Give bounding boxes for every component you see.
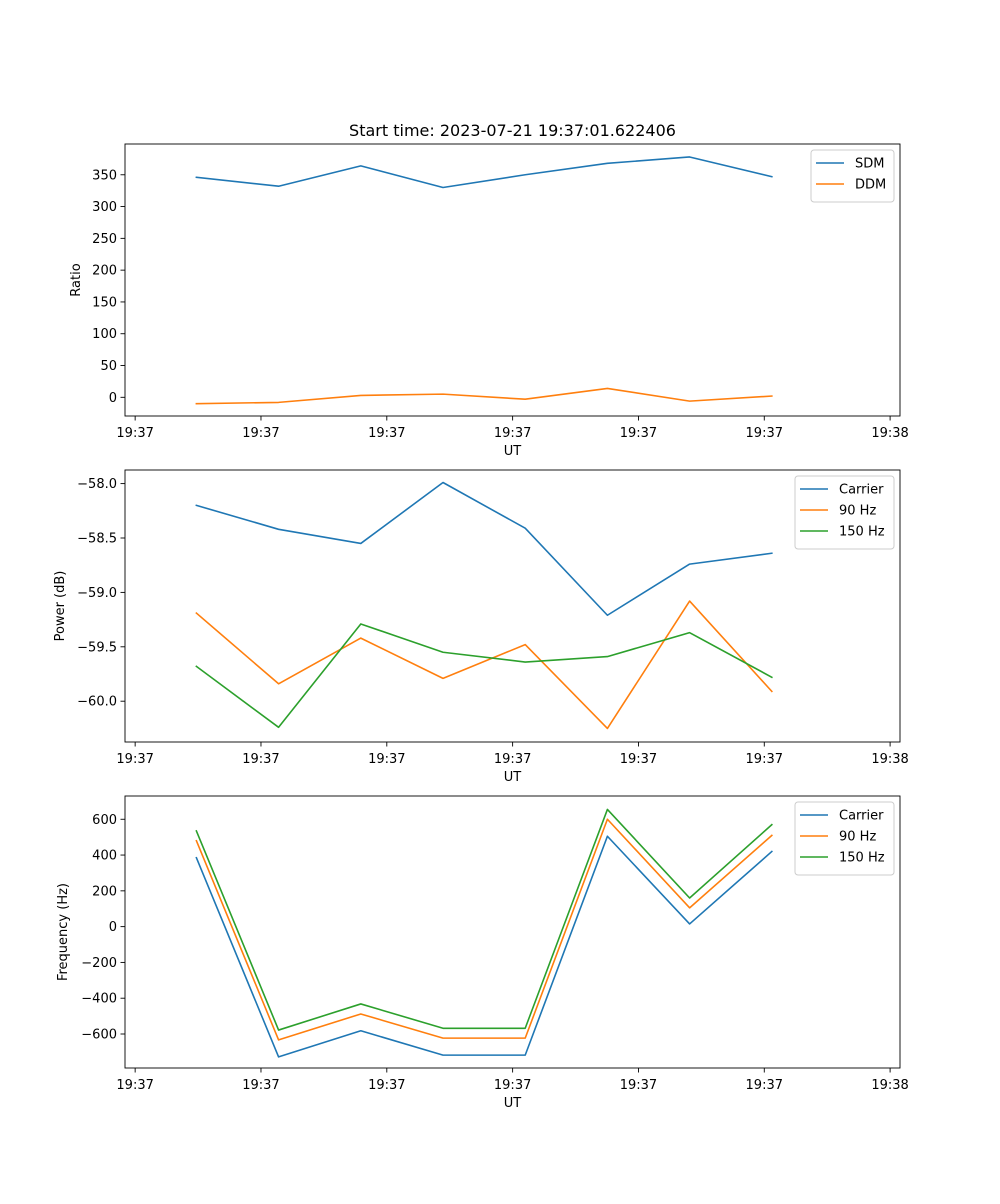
x-tick-label: 19:37 <box>242 426 279 441</box>
x-tick-label: 19:37 <box>746 1078 783 1093</box>
x-tick-label: 19:38 <box>871 1078 908 1093</box>
chart-title: Start time: 2023-07-21 19:37:01.622406 <box>349 121 676 140</box>
series-line-90-hz <box>195 818 773 1041</box>
y-axis-label: Power (dB) <box>53 571 68 642</box>
y-tick-label: −59.5 <box>77 640 117 655</box>
subplot-1: 19:37 19:37 19:37 19:37 19:37 19:37 19:38 0 50 10… <box>69 121 909 459</box>
x-axis-label: UT <box>504 1096 522 1111</box>
axes-frame <box>124 143 901 417</box>
y-tick-label: −58.0 <box>77 477 117 492</box>
x-tick-label: 19:37 <box>368 752 405 767</box>
x-tick-label: 19:37 <box>494 752 531 767</box>
x-axis-label: UT <box>504 770 522 785</box>
x-tick-label: 19:37 <box>620 426 657 441</box>
y-tick-label: 600 <box>92 813 117 828</box>
x-tick-label: 19:37 <box>746 752 783 767</box>
y-tick-label: −200 <box>81 956 117 971</box>
y-tick-label: −400 <box>81 992 117 1007</box>
series-line-carrier <box>195 481 773 617</box>
y-tick-label: 200 <box>92 264 117 279</box>
y-tick-label: −59.0 <box>77 586 117 601</box>
legend-label: 150 Hz <box>839 525 885 540</box>
x-tick-label: 19:37 <box>620 752 657 767</box>
legend: Carrier 90 Hz 150 Hz <box>794 801 895 876</box>
series-line-150-hz <box>195 623 773 729</box>
x-tick-label: 19:38 <box>871 426 908 441</box>
x-tick-label: 19:37 <box>746 426 783 441</box>
x-tick-label: 19:37 <box>368 426 405 441</box>
series-line-150-hz <box>195 808 773 1031</box>
legend-label: 90 Hz <box>839 504 876 519</box>
y-tick-label: 400 <box>92 849 117 864</box>
y-axis-label: Frequency (Hz) <box>56 883 71 981</box>
subplot-2: 19:37 19:37 19:37 19:37 19:37 19:37 19:38 −60.0… <box>53 469 909 785</box>
y-tick-label: 50 <box>100 359 117 374</box>
y-tick-label: 200 <box>92 884 117 899</box>
x-tick-label: 19:37 <box>494 1078 531 1093</box>
series-line-ddm <box>195 387 773 405</box>
axes-frame <box>124 795 901 1069</box>
y-tick-label: 0 <box>109 391 117 406</box>
x-tick-label: 19:37 <box>116 426 153 441</box>
legend-label: Carrier <box>839 809 884 824</box>
legend-label: DDM <box>855 178 886 193</box>
legend: Carrier 90 Hz 150 Hz <box>794 475 895 550</box>
x-tick-label: 19:37 <box>242 752 279 767</box>
y-axis-label: Ratio <box>69 263 84 296</box>
series-line-carrier <box>195 835 773 1058</box>
y-tick-label: 300 <box>92 200 117 215</box>
y-tick-label: 150 <box>92 295 117 310</box>
y-tick-label: 0 <box>109 920 117 935</box>
y-tick-label: −58.5 <box>77 532 117 547</box>
x-tick-label: 19:37 <box>620 1078 657 1093</box>
y-tick-label: −600 <box>81 1028 117 1043</box>
series-line-90-hz <box>195 600 773 730</box>
x-tick-label: 19:38 <box>871 752 908 767</box>
x-axis-label: UT <box>504 444 522 459</box>
legend-label: SDM <box>855 157 884 172</box>
axes-frame <box>124 469 901 743</box>
x-tick-label: 19:37 <box>494 426 531 441</box>
legend-label: 150 Hz <box>839 851 885 866</box>
y-tick-label: 250 <box>92 232 117 247</box>
y-tick-label: 350 <box>92 168 117 183</box>
x-tick-label: 19:37 <box>116 752 153 767</box>
subplot-3: 19:37 19:37 19:37 19:37 19:37 19:37 19:38 −600 −… <box>56 795 909 1111</box>
legend-label: 90 Hz <box>839 830 876 845</box>
x-tick-label: 19:37 <box>116 1078 153 1093</box>
y-tick-label: −60.0 <box>77 695 117 710</box>
y-tick-label: 100 <box>92 327 117 342</box>
x-tick-label: 19:37 <box>368 1078 405 1093</box>
series-line-sdm <box>195 156 773 189</box>
x-tick-label: 19:37 <box>242 1078 279 1093</box>
legend-label: Carrier <box>839 483 884 498</box>
legend: SDM DDM <box>810 149 895 203</box>
